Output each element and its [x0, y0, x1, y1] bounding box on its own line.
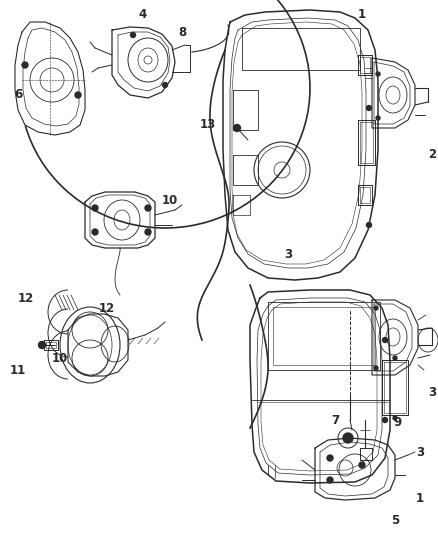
Circle shape: [327, 477, 333, 483]
Text: 13: 13: [200, 118, 216, 132]
Circle shape: [92, 229, 98, 235]
Circle shape: [382, 417, 388, 423]
Circle shape: [131, 33, 135, 37]
Circle shape: [382, 337, 388, 343]
Text: 1: 1: [416, 491, 424, 505]
Circle shape: [75, 92, 81, 98]
Text: 3: 3: [428, 386, 436, 400]
Circle shape: [367, 106, 371, 110]
Circle shape: [376, 116, 380, 120]
Circle shape: [92, 205, 98, 211]
Circle shape: [376, 72, 380, 76]
Circle shape: [359, 462, 365, 468]
Text: 10: 10: [162, 193, 178, 206]
Circle shape: [162, 83, 167, 87]
Text: 4: 4: [139, 9, 147, 21]
Circle shape: [39, 342, 46, 349]
Circle shape: [393, 416, 397, 420]
Circle shape: [145, 229, 151, 235]
Circle shape: [374, 366, 378, 370]
Text: 6: 6: [14, 87, 22, 101]
Circle shape: [374, 306, 378, 310]
Text: 8: 8: [178, 26, 186, 38]
Circle shape: [233, 125, 240, 132]
Text: 10: 10: [52, 351, 68, 365]
Circle shape: [343, 433, 353, 443]
Circle shape: [22, 62, 28, 68]
Text: 3: 3: [416, 446, 424, 458]
Circle shape: [393, 356, 397, 360]
Text: 12: 12: [99, 302, 115, 314]
Text: 1: 1: [358, 7, 366, 20]
Text: 2: 2: [428, 149, 436, 161]
Circle shape: [367, 222, 371, 228]
Text: 7: 7: [331, 414, 339, 426]
Circle shape: [327, 455, 333, 461]
Text: 11: 11: [10, 364, 26, 376]
Circle shape: [145, 205, 151, 211]
Text: 9: 9: [394, 416, 402, 429]
Text: 5: 5: [391, 513, 399, 527]
Text: 3: 3: [284, 247, 292, 261]
Text: 12: 12: [18, 292, 34, 304]
